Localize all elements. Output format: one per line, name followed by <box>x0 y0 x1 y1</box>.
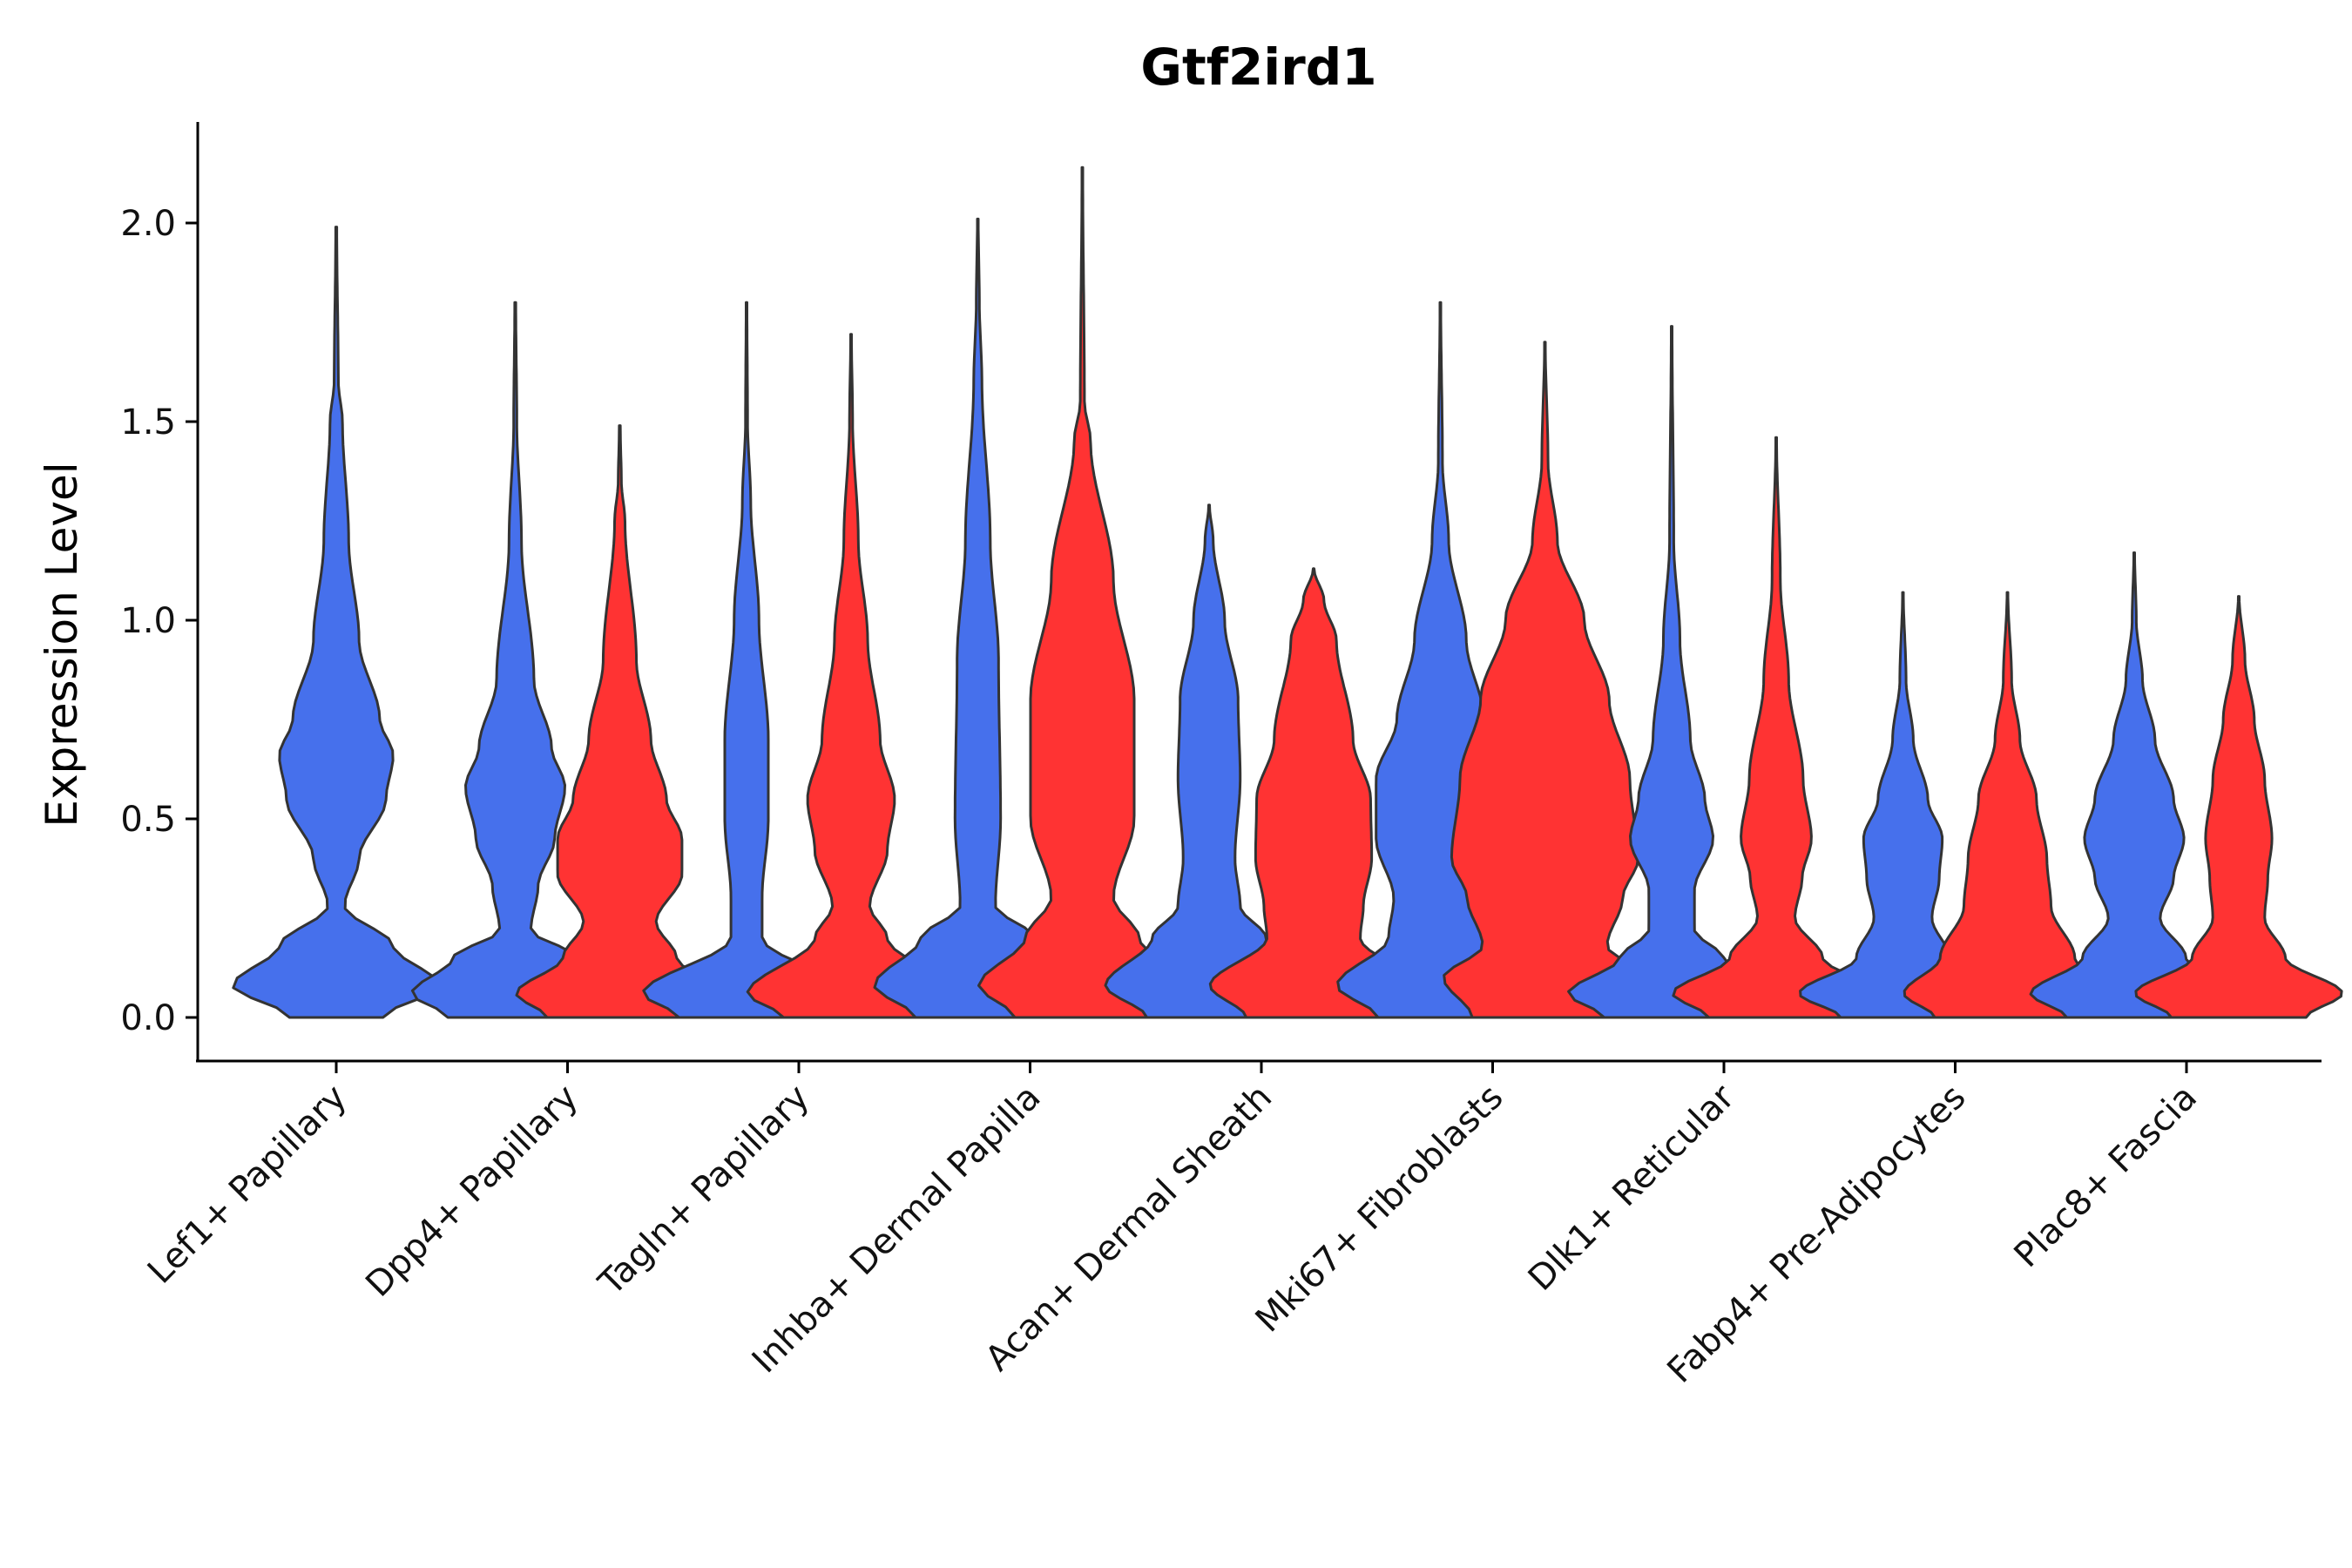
y-tick-label: 0.5 <box>120 800 176 840</box>
violin-3-group2 <box>746 333 956 1019</box>
violin-5-group2 <box>1208 567 1419 1019</box>
violin-9-group2 <box>2134 595 2343 1019</box>
x-tick-label: Tagln+ Papillary <box>591 1078 817 1304</box>
violin-layer <box>232 166 2343 1019</box>
y-axis-title: Expression Level <box>37 462 87 827</box>
violin-2-group1 <box>410 301 620 1019</box>
x-tick-label: Dlk1+ Reticular <box>1521 1077 1743 1299</box>
violin-8-group2 <box>1903 591 2112 1019</box>
axes <box>196 122 2322 1063</box>
y-tick-label: 1.5 <box>120 402 176 443</box>
chart-title: Gtf2ird1 <box>1140 37 1376 97</box>
violin-8-group1 <box>1799 591 2007 1019</box>
violin-9-group1 <box>2029 551 2240 1019</box>
y-tick-label: 2.0 <box>120 204 176 244</box>
x-tick-label: Plac8+ Fascia <box>2007 1078 2206 1276</box>
violin-6-group2 <box>1443 341 1647 1019</box>
y-ticks: 0.0 0.5 1.0 1.5 2.0 <box>120 204 198 1038</box>
x-tick-label: Dpp4+ Papillary <box>358 1078 585 1305</box>
violin-3-group1 <box>642 301 851 1019</box>
violin-2-group2 <box>515 424 725 1019</box>
x-tick-label: Mki67+ Fibroblasts <box>1248 1078 1511 1341</box>
violin-1-group1 <box>232 226 441 1019</box>
violin-4-group2 <box>977 166 1187 1019</box>
y-tick-label: 0.0 <box>120 998 176 1038</box>
x-tick-label: Lef1+ Papillary <box>140 1078 355 1292</box>
x-ticks: Lef1+ Papillary Dpp4+ Papillary Tagln+ Pap… <box>140 1061 2205 1391</box>
violin-7-group1 <box>1567 325 1776 1019</box>
violin-7-group2 <box>1672 436 1881 1019</box>
violin-5-group1 <box>1104 504 1315 1019</box>
y-tick-label: 1.0 <box>120 601 176 641</box>
violin-4-group1 <box>873 217 1083 1019</box>
